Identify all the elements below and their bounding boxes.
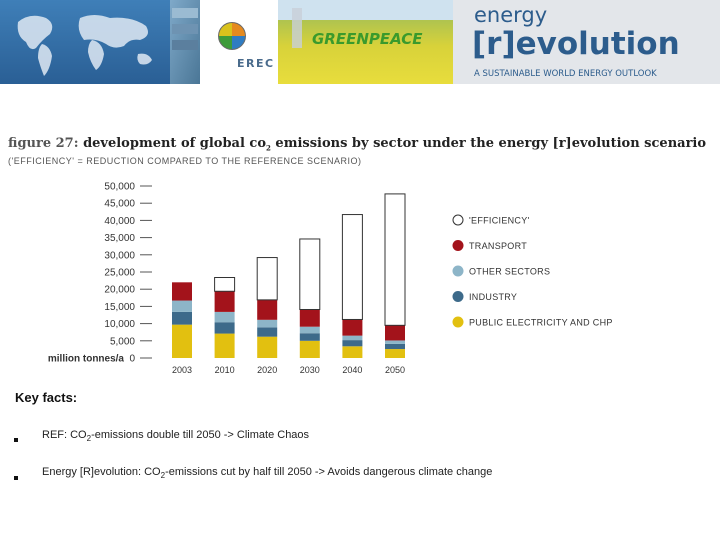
emissions-chart: 50,000 45,000 40,000 35,000 30,000 25,000 20,0… [48, 182, 613, 376]
key-fact-2: Energy [R]evolution: CO2-emissions cut b… [42, 466, 493, 481]
x-tick-label: 2010 [215, 365, 235, 375]
bar-industry-2040 [342, 340, 363, 347]
bar-industry-2050 [385, 343, 405, 350]
bar-industry-2003 [172, 311, 192, 325]
bar-efficiency-2020 [256, 257, 278, 301]
y-tick-label: 40,000 [104, 216, 135, 227]
y-tick-label: 15,000 [104, 302, 135, 313]
key-facts-heading: Key facts: [15, 390, 78, 405]
x-tick-label: 2040 [342, 365, 362, 375]
erec-logo: EREC [200, 10, 278, 72]
bar-efficiency-2050 [384, 193, 406, 326]
figure-title: figure 27: development of global co2 emi… [8, 136, 706, 153]
svg-text:[r]evolution: [r]evolution [472, 26, 680, 62]
bar-other-sectors-2050 [385, 340, 405, 344]
x-tick-label: 2050 [385, 365, 405, 375]
y-tick-label: 5,000 [110, 336, 135, 347]
legend-label: PUBLIC ELECTRICITY AND CHP [469, 318, 613, 328]
svg-text:EREC: EREC [237, 57, 275, 70]
legend-label: OTHER SECTORS [469, 267, 550, 277]
figure-title-text: development of global co2 emissions by s… [83, 136, 707, 153]
y-axis: 50,000 45,000 40,000 35,000 30,000 25,000 20,0… [48, 182, 152, 365]
legend-label: TRANSPORT [469, 241, 527, 251]
legend-swatch [452, 291, 464, 302]
bullet-1 [14, 438, 18, 442]
y-tick-label: 35,000 [104, 233, 135, 244]
x-tick-label: 2003 [172, 365, 192, 375]
y-tick-label: 0 [129, 354, 135, 365]
figure-subtitle: ('EFFICIENCY' = REDUCTION COMPARED TO TH… [8, 156, 362, 166]
legend-swatch [452, 316, 464, 328]
bar-transport-2050 [385, 325, 405, 341]
figure-number: figure 27: [8, 136, 79, 151]
y-tick-label: 20,000 [104, 285, 135, 296]
y-tick-label: 25,000 [104, 268, 135, 279]
legend-label: INDUSTRY [469, 292, 517, 302]
energy-revolution-brand: energy [r]evolution A SUSTAINABLE WORLD … [453, 0, 720, 84]
legend-swatch [452, 240, 464, 251]
bar-other-sectors-2010 [214, 311, 235, 323]
y-axis-label: million tonnes/a [48, 354, 125, 365]
svg-text:GREENPEACE: GREENPEACE [312, 30, 423, 48]
bullet-2 [14, 476, 18, 480]
bar-industry-2020 [257, 327, 278, 337]
greenpeace-field-image: GREENPEACE [278, 0, 453, 84]
bar-efficiency-2010 [214, 277, 236, 292]
bar-public-electricity-and-chp-2030 [299, 340, 320, 358]
bar-public-electricity-and-chp-2050 [385, 349, 405, 358]
bar-other-sectors-2030 [299, 326, 320, 334]
x-tick-label: 2030 [300, 365, 320, 375]
bar-efficiency-2030 [299, 238, 321, 310]
x-tick-label: 2020 [257, 365, 277, 375]
bar-public-electricity-and-chp-2003 [172, 324, 192, 358]
bar-public-electricity-and-chp-2020 [257, 336, 278, 358]
bar-efficiency-2040 [341, 214, 363, 320]
solar-panels-image [170, 0, 200, 84]
bar-other-sectors-2040 [342, 335, 363, 341]
bar-other-sectors-2020 [257, 319, 278, 328]
bar-transport-2030 [299, 309, 320, 327]
bar-transport-2040 [342, 319, 363, 336]
legend-swatch [452, 265, 464, 277]
svg-text:A SUSTAINABLE WORLD ENERGY OUT: A SUSTAINABLE WORLD ENERGY OUTLOOK [474, 69, 657, 79]
y-tick-label: 45,000 [104, 199, 135, 210]
y-tick-label: 10,000 [104, 319, 135, 330]
bar-transport-2003 [172, 282, 192, 301]
key-fact-1: REF: CO2-emissions double till 2050 -> C… [42, 429, 310, 444]
bar-transport-2020 [257, 299, 278, 320]
bar-other-sectors-2003 [172, 300, 192, 312]
legend-label: 'EFFICIENCY' [469, 216, 530, 226]
x-axis: 2003 2010 2020 2030 2040 2050 [172, 365, 405, 375]
bar-industry-2030 [299, 333, 320, 341]
bar-public-electricity-and-chp-2040 [342, 346, 363, 358]
bar-public-electricity-and-chp-2010 [214, 333, 235, 358]
svg-text:energy: energy [474, 3, 547, 27]
bar-industry-2010 [214, 322, 235, 334]
legend: 'EFFICIENCY' TRANSPORT OTHER SECTORS INDUST… [452, 214, 613, 328]
y-tick-label: 50,000 [104, 182, 135, 193]
legend-swatch [452, 214, 464, 226]
header-banner: EREC GREENPEACE energy [r]evolution A SU… [0, 0, 720, 84]
bar-transport-2010 [214, 291, 235, 312]
world-map-image [0, 0, 170, 84]
y-tick-label: 30,000 [104, 250, 135, 261]
bars [172, 193, 406, 358]
